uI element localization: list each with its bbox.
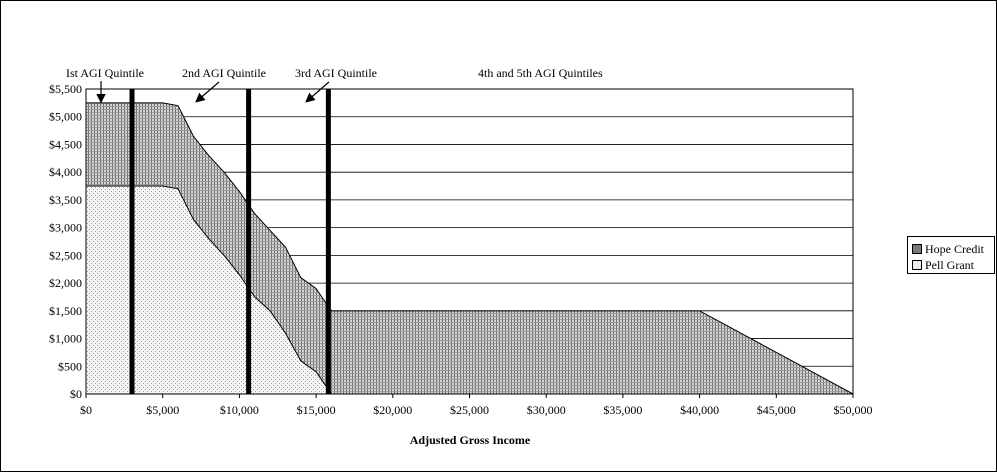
axes [85,88,854,398]
x-tick-label: $25,000 [450,403,489,417]
y-tick-label: $1,500 [49,304,82,318]
quintile-lines [129,89,331,394]
legend-item-pell-grant: Pell Grant [912,257,974,272]
y-tick-label: $500 [58,359,82,373]
x-tick-label: $10,000 [220,403,259,417]
x-tick-label: $40,000 [680,403,719,417]
legend-swatch-pell-grant [912,260,922,271]
x-tick-label: $45,000 [757,403,796,417]
x-tick-label: $35,000 [603,403,642,417]
y-tick-label: $5,000 [49,110,82,124]
legend: Hope Credit Pell Grant [907,236,995,274]
y-tick-label: $5,500 [49,82,82,96]
x-tick-label: $15,000 [297,403,336,417]
y-tick-label: $2,500 [49,248,82,262]
tick-labels: $5,500 $5,000 $4,500 $4,000 $3,500 $3,000 $2,5… [49,82,873,417]
legend-swatch-hope-credit [912,244,922,255]
x-tick-label: $50,000 [834,403,873,417]
x-tick-label: $30,000 [527,403,566,417]
y-tick-label: $2,000 [49,276,82,290]
quintile-annotation: 4th and 5th AGI Quintiles [478,66,603,80]
y-tick-label: $4,000 [49,165,82,179]
x-tick-label: $0 [80,403,92,417]
x-tick-label: $20,000 [373,403,412,417]
y-tick-label: $3,000 [49,221,82,235]
legend-label-hope-credit: Hope Credit [925,241,984,256]
area-series [85,102,854,395]
quintile-annotation: Ist AGI Quintile [66,66,144,80]
quintile-annotation: 3rd AGI Quintile [295,66,377,80]
annotation-arrow [305,81,330,103]
y-tick-label: $3,500 [49,193,82,207]
quintile-annotation: 2nd AGI Quintile [182,66,266,80]
x-tick-label: $5,000 [146,403,179,417]
legend-item-hope-credit: Hope Credit [912,241,984,256]
y-tick-label: $1,000 [49,332,82,346]
legend-label-pell-grant: Pell Grant [925,257,974,272]
x-axis-label: Adjusted Gross Income [410,433,531,447]
annotation-arrow [195,81,220,103]
annotations: Ist AGI Quintile 2nd AGI Quintile 3rd AGI … [66,66,603,104]
y-tick-label: $4,500 [49,137,82,151]
y-tick-label: $0 [70,387,82,401]
